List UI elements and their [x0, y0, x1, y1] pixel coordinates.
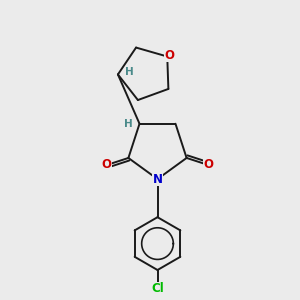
Text: N: N	[152, 172, 163, 186]
Text: H: H	[124, 119, 133, 129]
Text: H: H	[125, 67, 134, 77]
Text: O: O	[101, 158, 111, 171]
Text: O: O	[165, 49, 175, 62]
Text: O: O	[204, 158, 214, 171]
Text: Cl: Cl	[151, 282, 164, 295]
